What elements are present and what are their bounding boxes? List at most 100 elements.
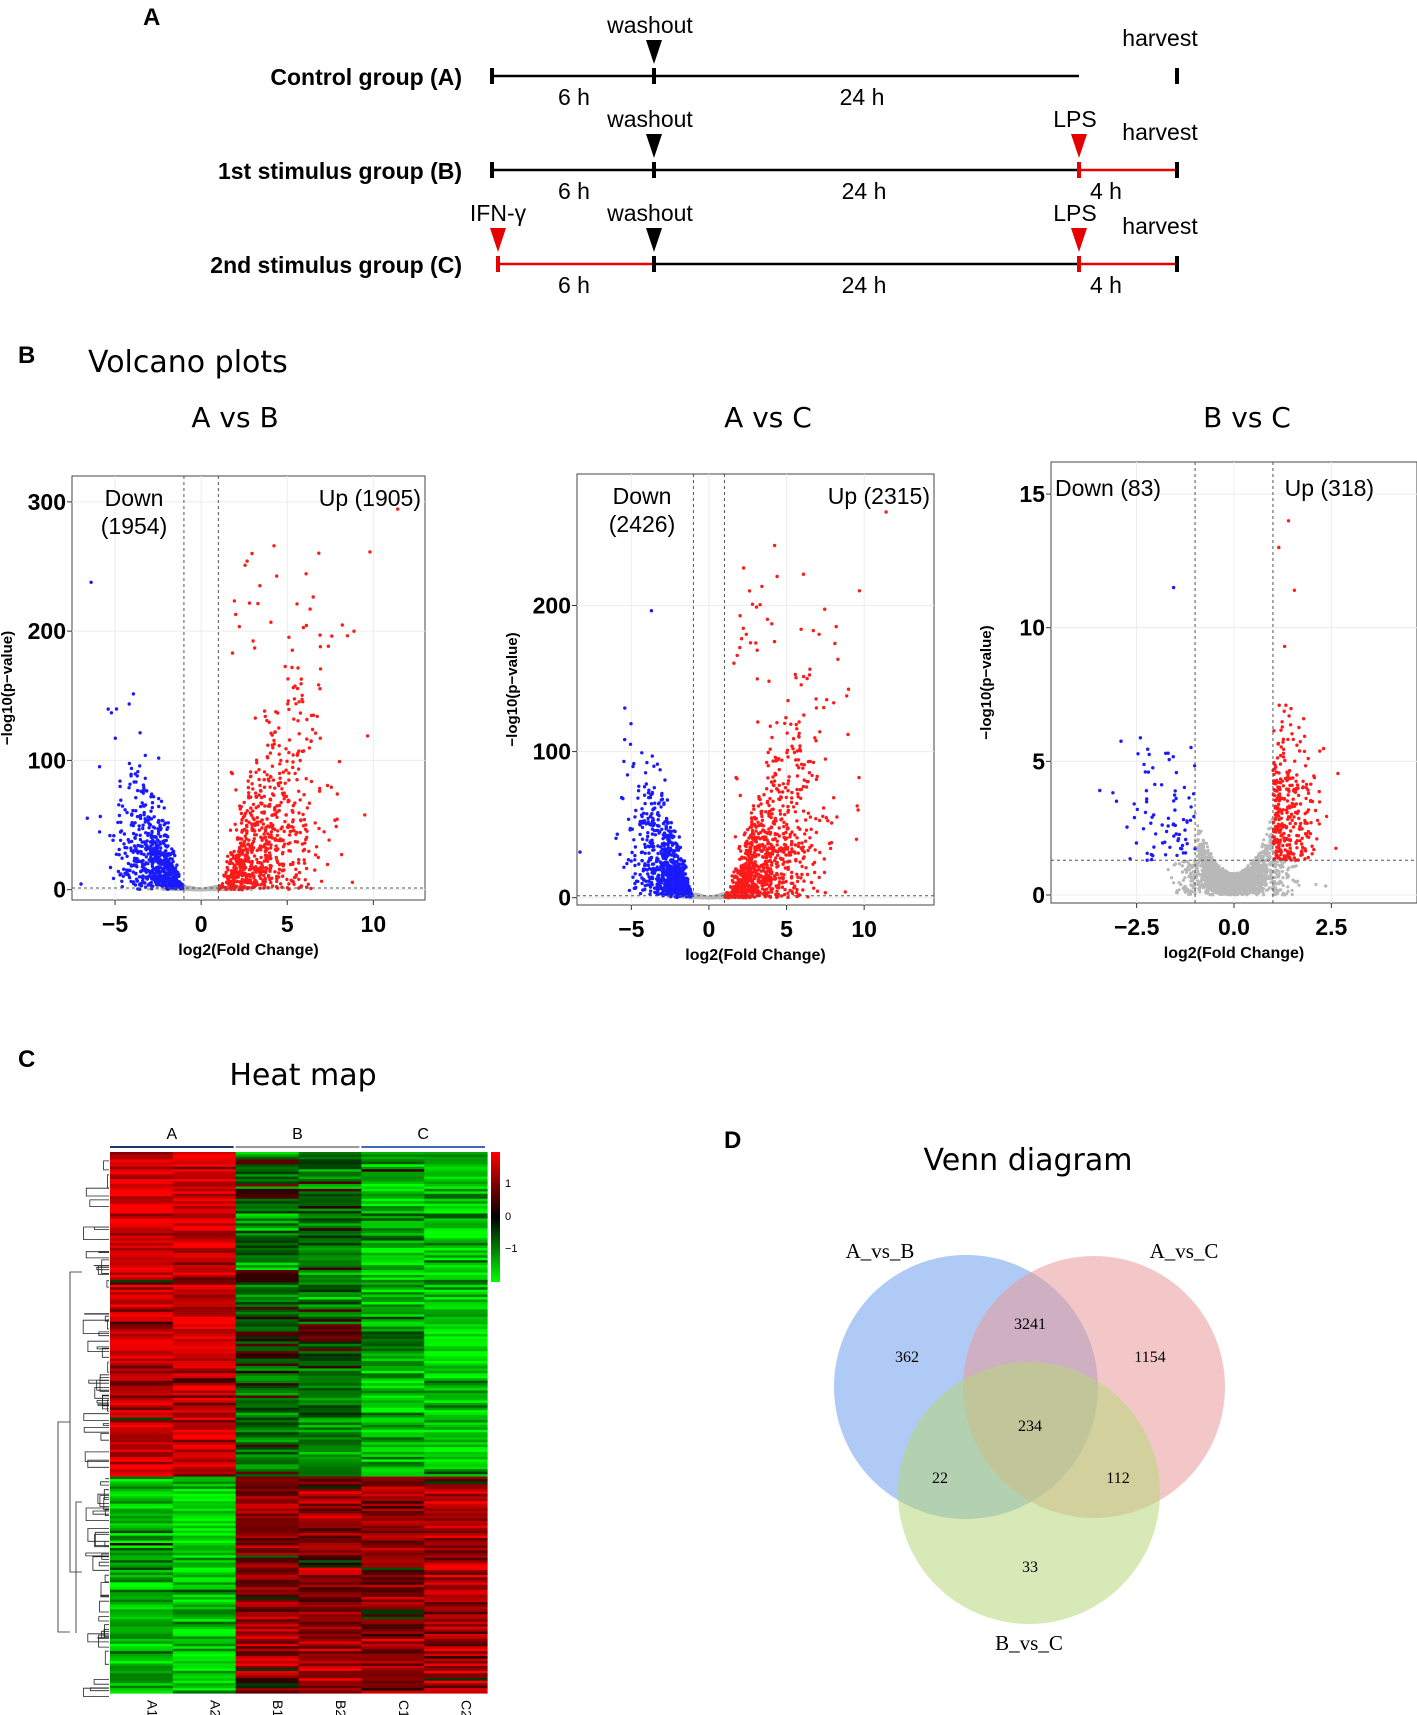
point-down — [643, 851, 647, 855]
point-up — [780, 758, 784, 762]
x-tick-label: −5 — [102, 911, 128, 937]
point-up — [300, 693, 304, 697]
point-up — [306, 882, 310, 886]
x-axis-label: log2(Fold Change) — [685, 947, 825, 964]
point-up — [300, 697, 304, 701]
point-up — [766, 750, 770, 755]
down-annotation: Down — [105, 485, 164, 511]
point-up — [243, 563, 247, 567]
point-up — [267, 720, 271, 724]
timeline-row-label: 2nd stimulus group (C) — [210, 252, 462, 278]
point-up — [804, 818, 808, 822]
point-up — [739, 637, 744, 641]
point-up — [772, 837, 776, 842]
point-down — [162, 834, 166, 838]
point-up — [259, 820, 263, 824]
point-down — [144, 842, 148, 846]
point-down — [162, 866, 167, 870]
point-up — [765, 847, 770, 851]
point-up — [274, 855, 278, 860]
point-up — [772, 779, 777, 783]
point-up — [786, 779, 791, 783]
point-up — [814, 817, 818, 821]
point-up — [230, 651, 235, 655]
point-up — [262, 778, 266, 782]
point-up — [791, 737, 796, 741]
point-down — [164, 856, 168, 860]
point-up — [797, 766, 801, 770]
point-down — [615, 832, 619, 836]
point-up — [265, 755, 269, 759]
point-up — [752, 851, 756, 855]
point-up — [305, 737, 309, 741]
point-up — [754, 848, 759, 852]
point-up — [252, 874, 256, 878]
point-down — [622, 865, 626, 869]
point-up — [817, 875, 821, 880]
point-up — [277, 752, 281, 756]
point-down — [674, 888, 678, 893]
point-down — [665, 865, 670, 869]
point-up — [748, 825, 752, 830]
point-down — [640, 825, 645, 830]
point-up — [775, 832, 779, 836]
point-down — [149, 840, 153, 844]
point-up — [765, 801, 770, 805]
point-up — [245, 809, 249, 813]
point-down — [675, 860, 679, 864]
point-up — [798, 744, 802, 748]
point-up — [295, 686, 300, 691]
point-down — [670, 885, 674, 889]
point-down — [646, 872, 650, 876]
point-up — [807, 771, 812, 775]
point-up — [309, 779, 314, 784]
point-up — [784, 716, 788, 720]
point-down — [156, 838, 160, 842]
point-up — [249, 774, 253, 778]
point-down — [672, 829, 676, 833]
point-up — [230, 873, 234, 877]
point-down — [158, 862, 162, 866]
point-up — [783, 843, 788, 847]
point-down — [98, 814, 103, 819]
point-down — [151, 850, 156, 854]
point-up — [290, 808, 294, 813]
point-up — [240, 837, 244, 841]
point-up — [801, 766, 805, 770]
point-up — [775, 839, 779, 843]
point-up — [753, 845, 757, 849]
point-up — [754, 883, 758, 887]
point-up — [744, 632, 748, 636]
point-up — [788, 888, 792, 893]
point-up — [801, 674, 806, 679]
timeline-marker-arrow — [1071, 228, 1087, 252]
point-down — [623, 706, 627, 710]
point-up — [732, 894, 736, 899]
point-down — [625, 773, 630, 777]
point-down — [642, 877, 646, 882]
point-up — [231, 883, 235, 888]
point-down — [134, 809, 138, 813]
point-down — [640, 859, 644, 863]
point-up — [791, 891, 795, 896]
point-down — [129, 879, 133, 884]
point-up — [777, 757, 781, 761]
point-up — [790, 744, 794, 748]
point-up — [770, 870, 774, 875]
point-down — [649, 823, 653, 827]
point-down — [668, 888, 672, 892]
point-down — [632, 838, 636, 842]
point-up — [784, 795, 788, 800]
point-down — [161, 877, 165, 882]
point-not-significant — [712, 895, 716, 899]
point-up — [745, 874, 749, 878]
point-up — [808, 836, 812, 840]
point-down — [116, 820, 120, 825]
point-down — [162, 874, 167, 878]
point-down — [122, 867, 126, 871]
point-up — [253, 646, 257, 650]
point-up — [778, 856, 783, 860]
point-up — [811, 628, 815, 633]
point-up — [772, 543, 777, 548]
point-down — [670, 853, 674, 857]
